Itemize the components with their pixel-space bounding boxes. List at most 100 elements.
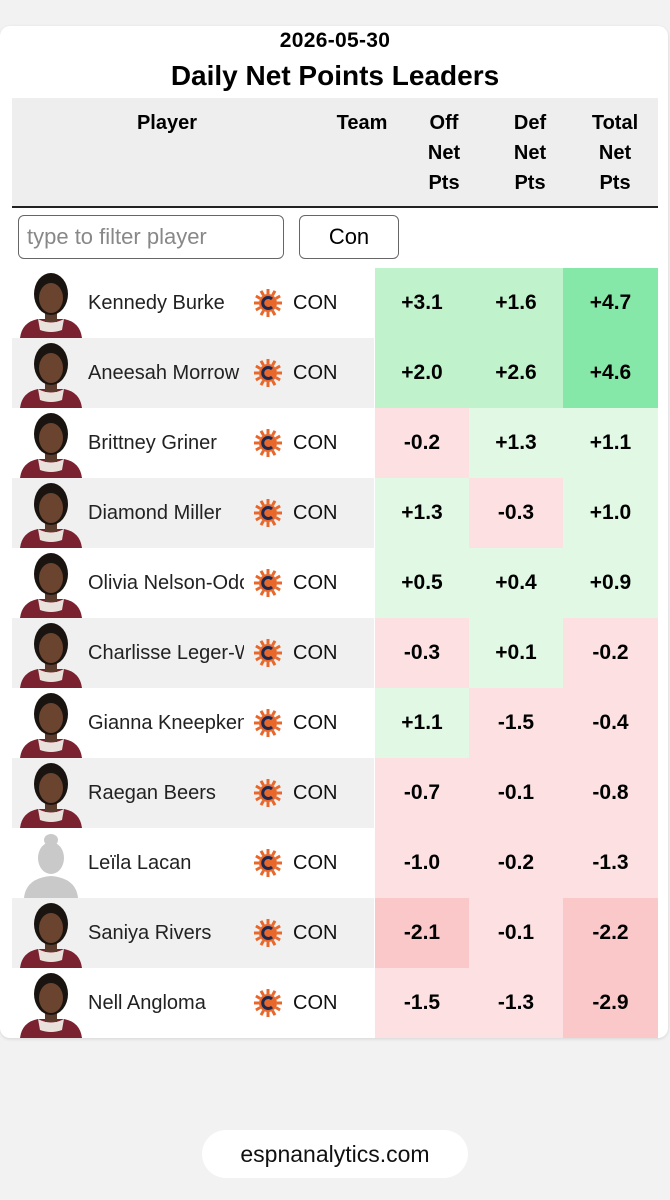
sun-logo-icon — [254, 709, 282, 737]
table-body: Kennedy Burke CON +3.1 +1.6 +4.7 Aneesah Morr… — [12, 268, 658, 1038]
total-net-pts-cell: -0.2 — [563, 618, 658, 688]
total-net-pts-cell: -2.2 — [563, 898, 658, 968]
player-photo — [12, 272, 90, 338]
player-photo — [12, 972, 90, 1038]
total-net-pts-cell: +1.0 — [563, 478, 658, 548]
filter-row: Con — [12, 208, 658, 268]
table-row[interactable]: Leïla Lacan CON -1.0 -0.2 -1.3 — [12, 828, 658, 898]
player-name: Charlisse Leger-Walker — [88, 642, 244, 664]
team-code: CON — [293, 642, 338, 664]
total-net-pts-cell: +4.7 — [563, 268, 658, 338]
sun-logo-icon — [254, 849, 282, 877]
page-title: Daily Net Points Leaders — [170, 60, 500, 91]
def-net-pts-cell: +0.1 — [469, 618, 563, 688]
team-code: CON — [293, 782, 338, 804]
off-net-pts-cell: +1.1 — [375, 688, 469, 758]
off-net-pts-cell: -2.1 — [375, 898, 469, 968]
player-name: Gianna Kneepkens — [88, 712, 244, 734]
sun-logo-icon — [254, 359, 282, 387]
player-name: Kennedy Burke — [88, 292, 225, 314]
player-photo — [12, 902, 90, 968]
def-net-pts-cell: +0.4 — [469, 548, 563, 618]
off-net-pts-cell: +2.0 — [375, 338, 469, 408]
off-net-pts-cell: -1.5 — [375, 968, 469, 1038]
off-net-pts-cell: -0.7 — [375, 758, 469, 828]
player-name: Raegan Beers — [88, 782, 216, 804]
table-row[interactable]: Diamond Miller CON +1.3 -0.3 +1.0 — [12, 478, 658, 548]
total-net-pts-cell: +4.6 — [563, 338, 658, 408]
sun-logo-icon — [254, 919, 282, 947]
footer-site-label: espnanalytics.com — [202, 1130, 468, 1178]
sun-logo-icon — [254, 429, 282, 457]
column-header-total-net-pts[interactable]: Total Net Pts — [591, 112, 639, 194]
date-label: 2026-05-30 — [279, 29, 391, 52]
table-row[interactable]: Gianna Kneepkens CON +1.1 -1.5 -0.4 — [12, 688, 658, 758]
team-code: CON — [293, 712, 338, 734]
team-code: CON — [293, 852, 338, 874]
player-photo — [12, 482, 90, 548]
column-header-def-net-pts[interactable]: Def Net Pts — [513, 112, 547, 194]
sun-logo-icon — [254, 639, 282, 667]
team-code: CON — [293, 572, 338, 594]
table-row[interactable]: Nell Angloma CON -1.5 -1.3 -2.9 — [12, 968, 658, 1038]
off-net-pts-cell: +0.5 — [375, 548, 469, 618]
column-header-team[interactable]: Team — [336, 112, 388, 134]
table-row[interactable]: Charlisse Leger-Walker CON -0.3+0.1-0.2 — [12, 618, 658, 688]
total-net-pts-cell: -1.3 — [563, 828, 658, 898]
total-net-pts-cell: -0.8 — [563, 758, 658, 828]
def-net-pts-cell: -0.2 — [469, 828, 563, 898]
player-name: Saniya Rivers — [88, 922, 212, 944]
team-code: CON — [293, 292, 338, 314]
total-net-pts-cell: -2.9 — [563, 968, 658, 1038]
def-net-pts-cell: -1.3 — [469, 968, 563, 1038]
def-net-pts-cell: +1.6 — [469, 268, 563, 338]
total-net-pts-cell: -0.4 — [563, 688, 658, 758]
off-net-pts-cell: +1.3 — [375, 478, 469, 548]
off-net-pts-cell: -1.0 — [375, 828, 469, 898]
sun-logo-icon — [254, 569, 282, 597]
table-row[interactable]: Saniya Rivers CON -2.1 -0.1 -2.2 — [12, 898, 658, 968]
table-header: Player Team Off Net Pts Def Net Pts Tota… — [12, 98, 658, 208]
off-net-pts-cell: +3.1 — [375, 268, 469, 338]
table-row[interactable]: Aneesah Morrow CON +2.0 +2.6 +4.6 — [12, 338, 658, 408]
player-photo — [12, 342, 90, 408]
player-photo — [12, 552, 90, 618]
def-net-pts-cell: +1.3 — [469, 408, 563, 478]
player-placeholder-icon — [12, 832, 90, 898]
player-photo — [12, 762, 90, 828]
def-net-pts-cell: -0.1 — [469, 758, 563, 828]
total-net-pts-cell: +0.9 — [563, 548, 658, 618]
table-row[interactable]: Kennedy Burke CON +3.1 +1.6 +4.7 — [12, 268, 658, 338]
def-net-pts-cell: +2.6 — [469, 338, 563, 408]
player-name: Olivia Nelson-Odo — [88, 572, 244, 594]
player-name: Nell Angloma — [88, 992, 206, 1014]
table-row[interactable]: Olivia Nelson-Odo CON +0.5 +0.4 +0.9 — [12, 548, 658, 618]
column-header-off-net-pts[interactable]: Off Net Pts — [427, 112, 461, 194]
total-net-pts-cell: +1.1 — [563, 408, 658, 478]
sun-logo-icon — [254, 989, 282, 1017]
team-code: CON — [293, 992, 338, 1014]
table-row[interactable]: Raegan Beers CON -0.7 -0.1 -0.8 — [12, 758, 658, 828]
player-name: Brittney Griner — [88, 432, 217, 454]
player-name: Leïla Lacan — [88, 852, 192, 874]
player-name: Diamond Miller — [88, 502, 222, 524]
player-filter-input[interactable] — [18, 215, 284, 259]
team-code: CON — [293, 432, 338, 454]
team-code: CON — [293, 502, 338, 524]
def-net-pts-cell: -0.1 — [469, 898, 563, 968]
sun-logo-icon — [254, 779, 282, 807]
team-filter-box[interactable]: Con — [299, 215, 399, 259]
def-net-pts-cell: -0.3 — [469, 478, 563, 548]
team-code: CON — [293, 362, 338, 384]
player-photo — [12, 412, 90, 478]
off-net-pts-cell: -0.3 — [375, 618, 469, 688]
player-name: Aneesah Morrow — [88, 362, 240, 384]
off-net-pts-cell: -0.2 — [375, 408, 469, 478]
player-photo — [12, 622, 90, 688]
table-row[interactable]: Brittney Griner CON -0.2 +1.3 +1.1 — [12, 408, 658, 478]
sun-logo-icon — [254, 289, 282, 317]
team-code: CON — [293, 922, 338, 944]
player-photo — [12, 692, 90, 758]
column-header-player[interactable]: Player — [136, 112, 198, 134]
def-net-pts-cell: -1.5 — [469, 688, 563, 758]
